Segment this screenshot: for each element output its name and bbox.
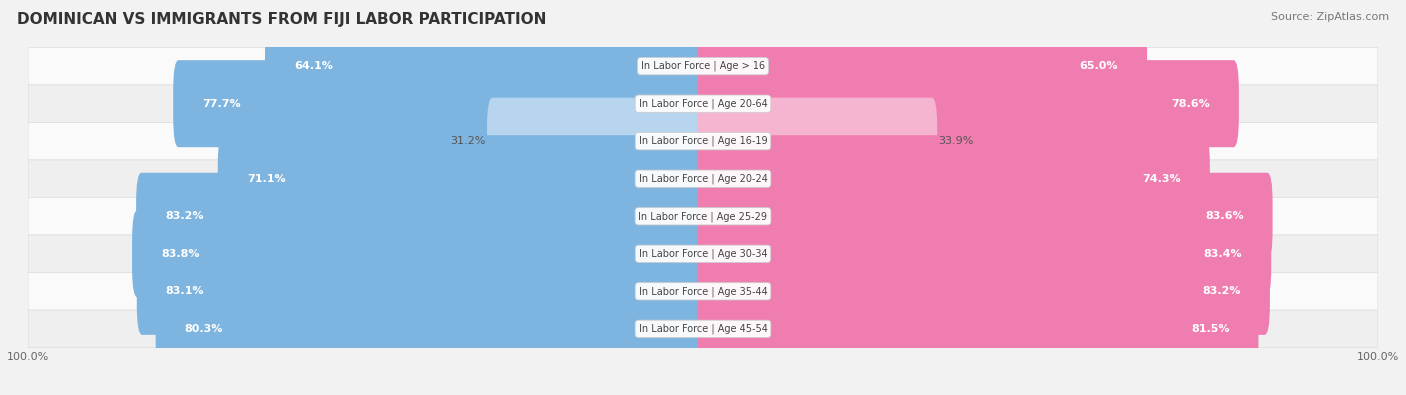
- Text: 71.1%: 71.1%: [247, 174, 285, 184]
- Text: Source: ZipAtlas.com: Source: ZipAtlas.com: [1271, 12, 1389, 22]
- Text: In Labor Force | Age 35-44: In Labor Force | Age 35-44: [638, 286, 768, 297]
- FancyBboxPatch shape: [697, 98, 938, 185]
- FancyBboxPatch shape: [136, 248, 709, 335]
- Text: 81.5%: 81.5%: [1191, 324, 1229, 334]
- FancyBboxPatch shape: [28, 235, 1378, 273]
- Text: In Labor Force | Age 20-24: In Labor Force | Age 20-24: [638, 173, 768, 184]
- FancyBboxPatch shape: [697, 23, 1147, 110]
- Text: 83.8%: 83.8%: [162, 249, 200, 259]
- Text: In Labor Force | Age 25-29: In Labor Force | Age 25-29: [638, 211, 768, 222]
- FancyBboxPatch shape: [28, 85, 1378, 122]
- FancyBboxPatch shape: [28, 273, 1378, 310]
- Text: In Labor Force | Age > 16: In Labor Force | Age > 16: [641, 61, 765, 71]
- FancyBboxPatch shape: [697, 173, 1272, 260]
- Text: 83.2%: 83.2%: [1202, 286, 1241, 296]
- FancyBboxPatch shape: [136, 173, 709, 260]
- FancyBboxPatch shape: [486, 98, 709, 185]
- Text: In Labor Force | Age 30-34: In Labor Force | Age 30-34: [638, 248, 768, 259]
- Text: 83.1%: 83.1%: [166, 286, 204, 296]
- Text: In Labor Force | Age 45-54: In Labor Force | Age 45-54: [638, 324, 768, 334]
- Text: DOMINICAN VS IMMIGRANTS FROM FIJI LABOR PARTICIPATION: DOMINICAN VS IMMIGRANTS FROM FIJI LABOR …: [17, 12, 547, 27]
- Text: 83.4%: 83.4%: [1204, 249, 1243, 259]
- FancyBboxPatch shape: [697, 248, 1270, 335]
- Text: 74.3%: 74.3%: [1142, 174, 1181, 184]
- Text: 83.6%: 83.6%: [1205, 211, 1243, 221]
- Text: 65.0%: 65.0%: [1080, 61, 1118, 71]
- Text: 64.1%: 64.1%: [294, 61, 333, 71]
- Text: In Labor Force | Age 20-64: In Labor Force | Age 20-64: [638, 98, 768, 109]
- Text: 77.7%: 77.7%: [202, 99, 240, 109]
- Text: 78.6%: 78.6%: [1171, 99, 1209, 109]
- FancyBboxPatch shape: [264, 23, 709, 110]
- FancyBboxPatch shape: [697, 60, 1239, 147]
- Text: 83.2%: 83.2%: [165, 211, 204, 221]
- FancyBboxPatch shape: [173, 60, 709, 147]
- FancyBboxPatch shape: [697, 210, 1271, 297]
- FancyBboxPatch shape: [28, 122, 1378, 160]
- FancyBboxPatch shape: [697, 285, 1258, 372]
- Text: 33.9%: 33.9%: [939, 136, 974, 146]
- FancyBboxPatch shape: [218, 135, 709, 222]
- FancyBboxPatch shape: [28, 310, 1378, 348]
- FancyBboxPatch shape: [28, 47, 1378, 85]
- Text: 31.2%: 31.2%: [450, 136, 485, 146]
- Text: In Labor Force | Age 16-19: In Labor Force | Age 16-19: [638, 136, 768, 147]
- Text: 80.3%: 80.3%: [184, 324, 224, 334]
- FancyBboxPatch shape: [28, 160, 1378, 198]
- FancyBboxPatch shape: [28, 198, 1378, 235]
- FancyBboxPatch shape: [697, 135, 1209, 222]
- FancyBboxPatch shape: [156, 285, 709, 372]
- FancyBboxPatch shape: [132, 210, 709, 297]
